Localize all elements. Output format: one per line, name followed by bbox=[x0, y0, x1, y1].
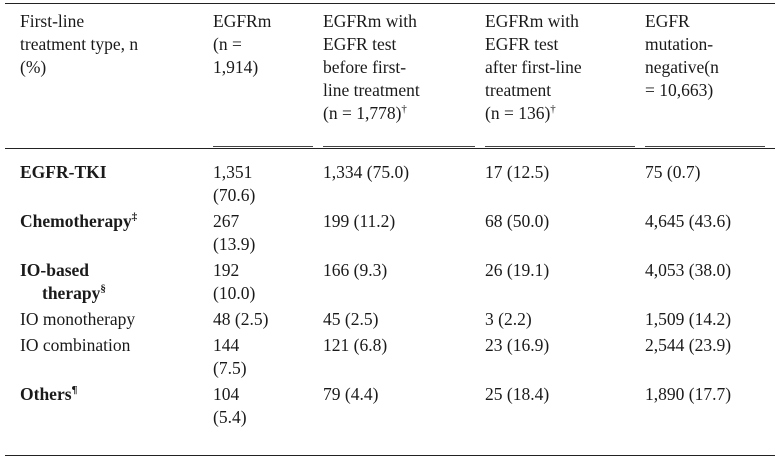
header-underline-negative bbox=[645, 146, 765, 147]
cell-negative: 75 (0.7) bbox=[645, 162, 701, 182]
cell-before: 166 (9.3) bbox=[323, 260, 388, 280]
footnote-dagger: † bbox=[550, 103, 556, 116]
cell-before: 121 (6.8) bbox=[323, 335, 388, 355]
header-egfrm: EGFRm (n = 1,914) bbox=[213, 11, 272, 77]
cell-negative: 4,645 (43.6) bbox=[645, 211, 732, 231]
row-label: EGFR-TKI bbox=[20, 162, 107, 182]
cell-egfrm: 1,351 (70.6) bbox=[213, 162, 256, 205]
cell-egfrm: 267 (13.9) bbox=[213, 211, 256, 254]
cell-before: 199 (11.2) bbox=[323, 211, 396, 231]
cell-before: 1,334 (75.0) bbox=[323, 162, 410, 182]
table-header-rule bbox=[5, 148, 775, 149]
table-row: EGFR-TKI 1,351 (70.6) 1,334 (75.0) 17 (12… bbox=[5, 147, 775, 207]
cell-before: 45 (2.5) bbox=[323, 309, 379, 329]
cell-after: 25 (18.4) bbox=[485, 384, 550, 404]
table-row: IO monotherapy 48 (2.5) 45 (2.5) 3 (2.2)… bbox=[5, 305, 775, 331]
header-underline-before bbox=[323, 146, 475, 147]
cell-negative: 1,509 (14.2) bbox=[645, 309, 732, 329]
cell-after: 3 (2.2) bbox=[485, 309, 532, 329]
header-underline-after bbox=[485, 146, 635, 147]
first-line-treatment-table: First-line treatment type, n (%) EGFRm (… bbox=[5, 0, 775, 429]
cell-egfrm: 104 (5.4) bbox=[213, 384, 247, 427]
cell-negative: 4,053 (38.0) bbox=[645, 260, 732, 280]
cell-negative: 2,544 (23.9) bbox=[645, 335, 732, 355]
header-egfr-negative: EGFR mutation- negative(n = 10,663) bbox=[645, 11, 719, 100]
cell-after: 23 (16.9) bbox=[485, 335, 550, 355]
table-row: IO combination 144 (7.5) 121 (6.8) 23 (16… bbox=[5, 331, 775, 380]
cell-egfrm: 48 (2.5) bbox=[213, 309, 269, 329]
footnote-section: § bbox=[100, 283, 106, 296]
cell-after: 17 (12.5) bbox=[485, 162, 550, 182]
footnote-pilcrow: ¶ bbox=[71, 384, 78, 397]
header-egfrm-test-before: EGFRm with EGFR test before first- line … bbox=[323, 11, 420, 123]
cell-egfrm: 192 (10.0) bbox=[213, 260, 256, 303]
header-underline-egfrm bbox=[213, 146, 313, 147]
header-row: First-line treatment type, n (%) EGFRm (… bbox=[5, 0, 775, 147]
cell-before: 79 (4.4) bbox=[323, 384, 379, 404]
table-bottom-rule bbox=[5, 455, 775, 456]
table-row: Others¶ 104 (5.4) 79 (4.4) 25 (18.4) 1,89… bbox=[5, 380, 775, 429]
header-egfrm-test-after: EGFRm with EGFR test after first-line tr… bbox=[485, 11, 582, 123]
cell-after: 26 (19.1) bbox=[485, 260, 550, 280]
row-label: Chemotherapy‡ bbox=[20, 211, 138, 231]
row-label: IO monotherapy bbox=[20, 309, 136, 329]
table-row: Chemotherapy‡ 267 (13.9) 199 (11.2) 68 (5… bbox=[5, 207, 775, 256]
footnote-double-dagger: ‡ bbox=[131, 211, 138, 224]
cell-after: 68 (50.0) bbox=[485, 211, 550, 231]
row-label: Others¶ bbox=[20, 384, 78, 404]
cell-negative: 1,890 (17.7) bbox=[645, 384, 732, 404]
row-label: IO-based therapy§ bbox=[20, 260, 106, 303]
table-row: IO-based therapy§ 192 (10.0) 166 (9.3) 26 … bbox=[5, 256, 775, 305]
footnote-dagger: † bbox=[401, 103, 407, 116]
row-label: IO combination bbox=[20, 335, 131, 355]
table-top-rule bbox=[5, 3, 775, 4]
cell-egfrm: 144 (7.5) bbox=[213, 335, 247, 378]
header-treatment-type: First-line treatment type, n (%) bbox=[20, 11, 139, 77]
